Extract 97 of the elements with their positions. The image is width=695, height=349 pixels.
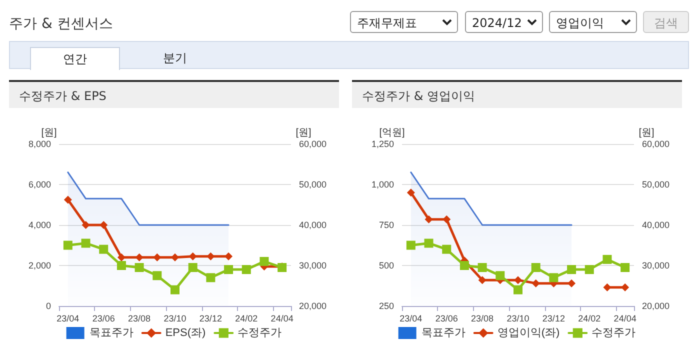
point: [135, 253, 144, 262]
x-tick-label: 23/10: [506, 314, 530, 324]
text: 2024/12: [465, 11, 543, 33]
point: [602, 254, 612, 264]
chart-title: 수정주가 & 영업이익: [352, 80, 682, 108]
y2-tick-label: 60,000: [642, 139, 670, 149]
legend-label: 목표주가: [89, 327, 134, 339]
text: 주재무제표: [350, 11, 458, 33]
x-tick-label: 23/12: [199, 314, 222, 324]
y2-tick-label: 20,000: [642, 301, 670, 311]
x-tick-label: 23/08: [128, 314, 151, 324]
point: [496, 271, 505, 280]
y-tick-label: 1,000: [371, 180, 394, 190]
y2-tick-label: 40,000: [642, 220, 670, 230]
y-tick-label: 4,000: [28, 220, 51, 230]
point: [514, 276, 522, 284]
y-tick-label: 1,250: [371, 139, 394, 149]
y2-tick-label: 60,000: [299, 139, 327, 149]
point: [170, 285, 180, 294]
y-tick-label: 500: [378, 260, 394, 270]
point: [442, 244, 452, 254]
x-tick-label: 23/08: [471, 314, 494, 324]
point: [134, 263, 144, 272]
legend-label: 영업이익(좌): [497, 327, 560, 339]
y2-axis-title: [원]: [638, 128, 654, 138]
point: [206, 273, 216, 282]
x-tick-label: 23/06: [435, 314, 458, 324]
x-tick-label: 24/02: [578, 314, 601, 324]
point: [171, 253, 179, 262]
point: [224, 252, 233, 260]
point: [442, 215, 451, 224]
point: [424, 215, 433, 224]
point: [99, 244, 108, 254]
y-axis-title: [원]: [41, 128, 57, 138]
point: [116, 261, 126, 270]
y2-tick-label: 30,000: [642, 260, 670, 270]
chart-title: 수정주가 & EPS: [9, 80, 339, 108]
y-tick-label: 250: [378, 301, 394, 311]
point: [406, 188, 415, 197]
point: [531, 263, 540, 272]
point: [567, 265, 576, 274]
y-tick-label: 750: [378, 220, 394, 230]
y-axis-title: [억원]: [379, 128, 405, 138]
text: 분기: [162, 50, 188, 67]
point: [514, 285, 522, 294]
y-tick-label: 0: [46, 301, 51, 311]
y-tick-label: 6,000: [28, 180, 51, 190]
x-tick-label: 24/02: [235, 314, 258, 324]
x-tick-label: 24/04: [270, 314, 294, 324]
point: [153, 253, 162, 262]
point: [424, 238, 434, 248]
text: 영업이익: [549, 11, 637, 33]
x-tick-label: 23/06: [92, 314, 115, 324]
legend-label: EPS(좌): [165, 327, 206, 339]
legend-label: 수정주가: [592, 327, 636, 339]
y-tick-label: 2,000: [28, 260, 51, 270]
point: [63, 240, 72, 250]
point: [117, 253, 126, 262]
point: [100, 221, 108, 229]
point: [460, 261, 469, 270]
point: [64, 196, 72, 204]
y2-tick-label: 20,000: [299, 301, 327, 311]
point: [568, 279, 576, 288]
y2-axis-title: [원]: [296, 128, 312, 138]
x-tick-label: 24/04: [614, 314, 636, 324]
point: [242, 265, 251, 274]
x-tick-label: 23/04: [56, 314, 80, 324]
y-tick-label: 8,000: [28, 139, 51, 149]
x-tick-label: 23/12: [542, 314, 565, 324]
x-tick-label: 23/04: [400, 314, 422, 324]
text: 검색: [643, 11, 689, 33]
point: [82, 221, 90, 229]
point: [188, 263, 198, 272]
point: [81, 238, 90, 248]
point: [603, 283, 612, 292]
point: [188, 252, 197, 260]
y2-tick-label: 40,000: [299, 220, 327, 230]
point: [620, 263, 630, 272]
point: [584, 265, 594, 274]
text: 연간: [30, 47, 120, 70]
y2-tick-label: 30,000: [299, 260, 327, 270]
point: [406, 240, 416, 250]
text: 주가 & 컨센서스: [9, 15, 113, 33]
y2-tick-label: 50,000: [299, 180, 327, 190]
legend-label: 수정주가: [238, 327, 282, 339]
point: [152, 271, 162, 280]
legend-label: 목표주가: [421, 327, 466, 339]
point: [224, 265, 234, 274]
y2-tick-label: 50,000: [642, 180, 670, 190]
point: [206, 252, 215, 260]
point: [478, 276, 486, 284]
point: [621, 283, 630, 292]
point: [260, 256, 269, 266]
point: [532, 279, 540, 288]
point: [549, 273, 558, 282]
x-tick-label: 23/10: [164, 314, 186, 324]
point: [478, 263, 487, 272]
